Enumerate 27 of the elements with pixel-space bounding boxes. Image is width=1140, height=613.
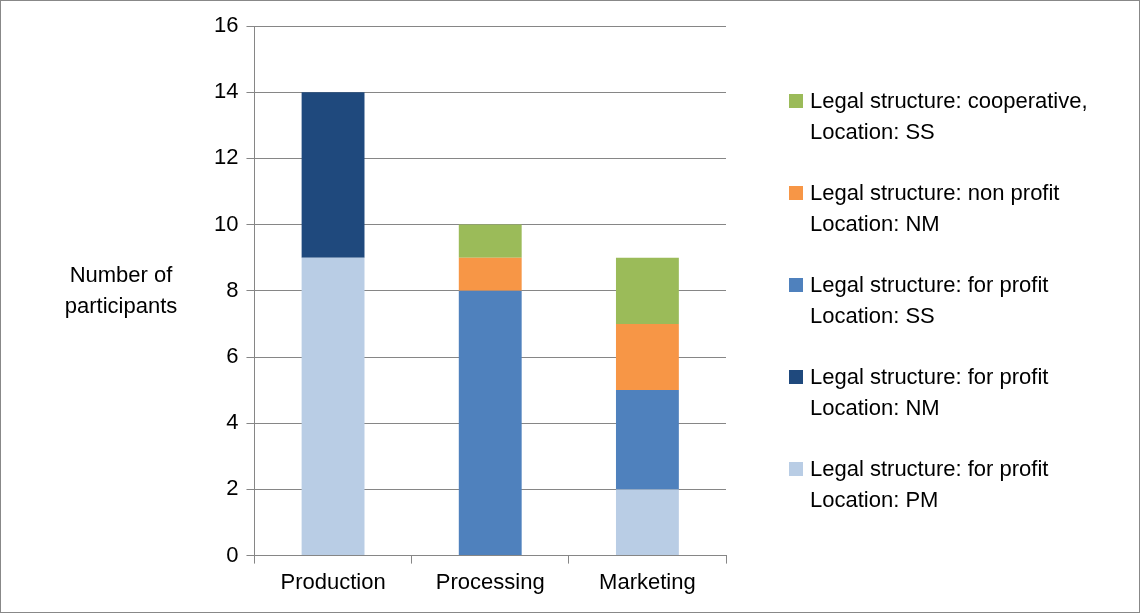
- y-tick-label: 8: [226, 276, 239, 302]
- x-tick-label: Marketing: [599, 568, 696, 594]
- legend-label: Legal structure: for profit Location: NM: [810, 363, 1050, 422]
- bar: [301, 92, 365, 258]
- bar: [615, 390, 679, 490]
- y-tick-label: 4: [226, 409, 239, 435]
- bar: [458, 224, 522, 258]
- y-tick-label: 2: [226, 475, 239, 501]
- x-tick-label: Processing: [435, 568, 545, 594]
- bar: [615, 489, 679, 556]
- bar: [615, 257, 679, 324]
- bar: [458, 257, 522, 291]
- bar: [615, 323, 679, 391]
- legend-label: Legal structure: for profit Location: SS: [810, 271, 1050, 330]
- y-tick-label: 12: [213, 144, 239, 170]
- y-tick-label: 0: [226, 541, 239, 567]
- y-tick-label: 10: [213, 210, 239, 236]
- bar: [458, 290, 522, 556]
- legend-label: Legal structure: cooperative, Location: SS: [810, 87, 1089, 146]
- y-tick-label: 14: [213, 78, 239, 104]
- legend-label: Legal structure: non profit Location: NM: [810, 179, 1061, 238]
- y-axis-title: Number of participants: [63, 261, 179, 320]
- y-tick-label: 16: [213, 12, 239, 38]
- bar: [301, 257, 365, 556]
- y-tick-label: 6: [226, 343, 239, 369]
- x-tick-label: Production: [280, 568, 386, 594]
- legend-label: Legal structure: for profit Location: PM: [810, 455, 1050, 514]
